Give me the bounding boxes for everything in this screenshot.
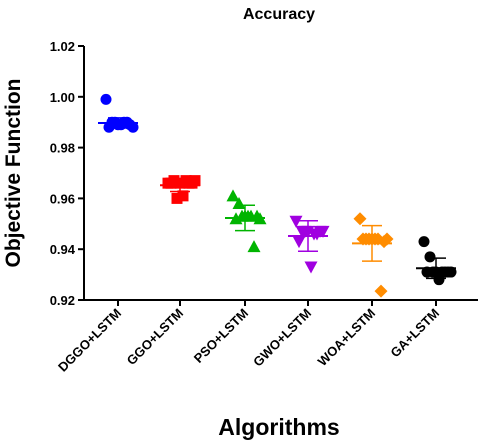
- x-tick-label: GGO+LSTM: [124, 306, 186, 368]
- data-point: [292, 236, 306, 249]
- x-tick-label: DGGO+LSTM: [55, 306, 124, 375]
- x-tick-label: GA+LSTM: [387, 306, 442, 361]
- data-point: [418, 236, 430, 248]
- x-tick-label: GWO+LSTM: [250, 306, 314, 370]
- data-point: [226, 189, 240, 202]
- x-tick-label: PSO+LSTM: [191, 306, 251, 366]
- y-tick-label: 0.98: [50, 141, 75, 156]
- data-point: [353, 212, 367, 226]
- data-point: [445, 266, 457, 278]
- y-axis-label: Objective Function: [2, 78, 25, 267]
- data-point: [165, 177, 177, 189]
- data-point: [424, 251, 436, 263]
- data-point: [289, 215, 303, 228]
- data-point: [316, 225, 330, 238]
- data-point: [100, 93, 112, 105]
- y-tick-label: 1.02: [50, 39, 75, 54]
- chart-title: Accuracy: [243, 6, 315, 23]
- y-tick-label: 0.94: [50, 242, 76, 257]
- data-point: [304, 261, 318, 274]
- data-point: [374, 284, 388, 298]
- data-point: [177, 190, 189, 202]
- x-tick-label: WOA+LSTM: [315, 306, 378, 369]
- x-axis-label: Algorithms: [218, 414, 339, 440]
- data-point: [127, 121, 139, 133]
- y-tick-label: 0.96: [50, 191, 75, 206]
- data-point: [183, 177, 195, 189]
- data-point: [171, 192, 183, 204]
- y-tick-label: 1.00: [50, 90, 75, 105]
- data-point: [189, 175, 201, 187]
- data-point: [380, 232, 394, 246]
- data-point: [247, 240, 261, 253]
- y-tick-label: 0.92: [50, 293, 75, 308]
